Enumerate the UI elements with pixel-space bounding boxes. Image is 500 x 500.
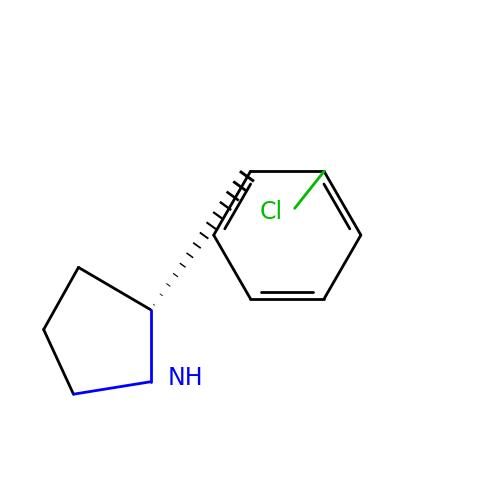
Text: Cl: Cl xyxy=(259,200,282,224)
Text: NH: NH xyxy=(168,366,203,390)
